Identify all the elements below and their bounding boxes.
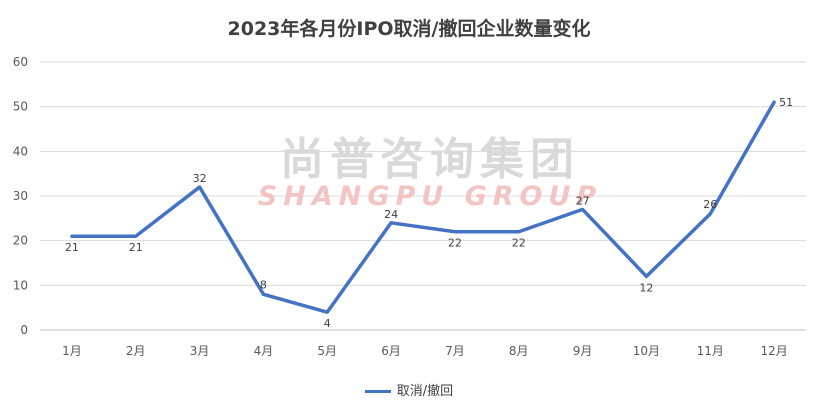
- y-tick-label: 50: [13, 100, 28, 114]
- data-label: 22: [512, 237, 526, 250]
- data-label: 8: [260, 278, 267, 291]
- x-tick-label: 4月: [254, 344, 274, 358]
- data-label: 26: [703, 198, 717, 211]
- y-tick-label: 0: [20, 323, 28, 337]
- chart-title: 2023年各月份IPO取消/撤回企业数量变化: [227, 18, 591, 40]
- legend-swatch: [364, 390, 391, 393]
- data-labels: 21 21 32 8 4 24 22 22 27 12 26 51: [65, 96, 793, 330]
- x-tick-label: 7月: [445, 344, 465, 358]
- data-label: 12: [639, 281, 653, 294]
- x-tick-label: 11月: [697, 344, 724, 358]
- y-tick-label: 40: [13, 144, 28, 158]
- legend-label: 取消/撤回: [396, 384, 454, 399]
- x-tick-label: 8月: [509, 344, 529, 358]
- x-tick-label: 9月: [573, 344, 593, 358]
- gridlines: [40, 61, 806, 331]
- y-tick-label: 60: [13, 55, 28, 69]
- y-tick-label: 10: [13, 278, 28, 292]
- legend: 取消/撤回: [0, 380, 818, 399]
- x-tick-label: 5月: [317, 344, 337, 358]
- series-line: [70, 100, 776, 314]
- data-label: 24: [384, 208, 398, 221]
- data-label: 32: [193, 172, 207, 185]
- x-tick-label: 10月: [633, 344, 660, 358]
- data-label: 22: [448, 237, 462, 250]
- watermark: 尚普咨询集团 SHANGPU GROUP: [258, 134, 602, 212]
- watermark-cn: 尚普咨询集团: [280, 134, 580, 185]
- data-label: 21: [65, 241, 79, 254]
- y-axis-ticks: 0 10 20 30 40 50 60: [13, 55, 28, 337]
- x-tick-label: 6月: [381, 344, 401, 358]
- data-label: 21: [129, 241, 143, 254]
- y-tick-label: 30: [13, 189, 28, 203]
- x-tick-label: 1月: [62, 344, 82, 358]
- watermark-en: SHANGPU GROUP: [258, 181, 602, 212]
- series-layer: [70, 100, 776, 314]
- x-axis-ticks: 1月 2月 3月 4月 5月 6月 7月 8月 9月 10月 11月 12月: [62, 344, 788, 358]
- data-label: 27: [576, 194, 590, 207]
- y-tick-label: 20: [13, 234, 28, 248]
- x-tick-label: 12月: [760, 344, 787, 358]
- x-tick-label: 3月: [190, 344, 210, 358]
- data-label: 4: [324, 317, 331, 330]
- data-label: 51: [779, 96, 793, 109]
- x-tick-label: 2月: [126, 344, 146, 358]
